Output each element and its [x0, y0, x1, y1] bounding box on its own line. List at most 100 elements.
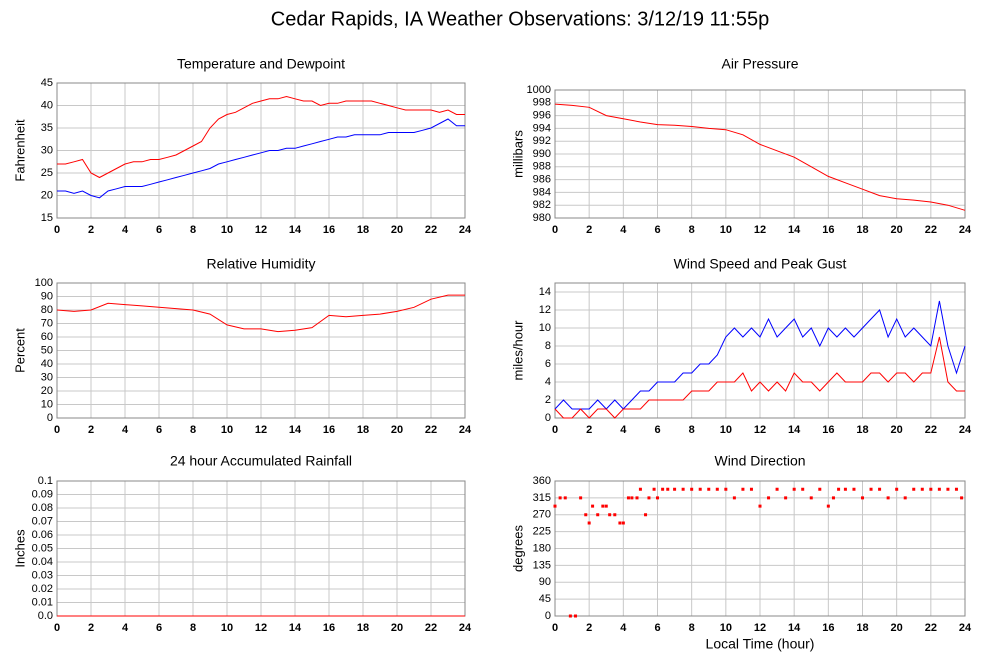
y-axis-label: Percent	[12, 328, 27, 373]
x-tick-label: 6	[654, 622, 660, 634]
x-tick-label: 10	[720, 622, 732, 634]
x-tick-label: 6	[156, 224, 162, 236]
plot-frame	[56, 82, 466, 219]
x-tick-label: 12	[255, 622, 267, 634]
data-point	[843, 487, 847, 491]
y-tick-label: 12	[539, 304, 551, 316]
data-point	[767, 496, 771, 500]
x-tick-label: 18	[357, 424, 369, 436]
y-tick-label: 30	[41, 144, 53, 156]
data-point	[784, 496, 788, 500]
x-tick-label: 12	[255, 224, 267, 236]
x-tick-label: 22	[425, 424, 437, 436]
plot-frame	[554, 89, 966, 219]
data-point	[563, 496, 567, 500]
x-tick-label: 0	[552, 622, 558, 634]
data-point	[775, 487, 779, 491]
y-tick-label: 982	[533, 199, 551, 211]
data-point	[574, 614, 577, 618]
y-tick-label: 30	[41, 371, 53, 383]
y-tick-label: 10	[41, 398, 53, 410]
y-tick-label: 40	[41, 358, 53, 370]
x-tick-label: 24	[959, 424, 972, 436]
data-point	[656, 496, 659, 500]
x-tick-label: 4	[620, 622, 627, 634]
data-line	[57, 95, 465, 179]
data-point	[792, 487, 796, 491]
x-tick-label: 24	[459, 224, 472, 236]
data-point	[553, 504, 557, 508]
plot-frame	[554, 480, 966, 617]
y-tick-label: 14	[539, 286, 551, 298]
y-tick-label: 4	[545, 376, 551, 388]
x-tick-label: 12	[754, 424, 766, 436]
data-line	[554, 336, 965, 419]
y-tick-label: 25	[41, 167, 53, 179]
data-point	[929, 487, 933, 491]
data-point	[831, 496, 835, 500]
x-tick-label: 10	[720, 424, 732, 436]
chart-panel: Relative HumidityPercent0102030405060708…	[12, 256, 472, 436]
data-point	[707, 487, 711, 491]
x-tick-label: 22	[925, 424, 937, 436]
data-point	[903, 496, 907, 500]
x-tick-label: 8	[190, 622, 196, 634]
data-point	[681, 487, 685, 491]
y-tick-label: 0.04	[32, 556, 53, 568]
x-tick-label: 8	[190, 424, 196, 436]
data-point	[809, 496, 813, 500]
data-point	[601, 504, 605, 508]
x-tick-label: 10	[221, 622, 233, 634]
y-axis-label: miles/hour	[510, 320, 525, 381]
data-point	[644, 513, 648, 517]
x-tick-label: 10	[720, 224, 732, 236]
chart-title: Air Pressure	[721, 56, 798, 72]
data-point	[630, 496, 634, 500]
data-point	[826, 504, 830, 508]
data-point	[920, 487, 924, 491]
y-tick-label: 984	[533, 186, 551, 198]
x-tick-label: 4	[122, 224, 129, 236]
x-tick-label: 6	[654, 424, 660, 436]
x-tick-label: 16	[323, 224, 335, 236]
x-tick-label: 8	[689, 224, 695, 236]
y-tick-label: 35	[41, 122, 53, 134]
x-tick-label: 20	[391, 622, 403, 634]
x-tick-label: 10	[221, 424, 233, 436]
chart-title: Wind Direction	[714, 453, 805, 469]
data-point	[591, 504, 595, 508]
y-tick-label: 988	[533, 161, 551, 173]
x-tick-label: 4	[122, 424, 129, 436]
x-tick-label: 8	[689, 424, 695, 436]
x-tick-label: 16	[323, 622, 335, 634]
x-tick-label: 20	[391, 224, 403, 236]
data-point	[579, 496, 583, 500]
y-tick-label: 225	[533, 526, 551, 538]
y-tick-label: 0.0	[38, 610, 53, 622]
y-tick-label: 0.05	[32, 542, 53, 554]
data-point	[661, 487, 665, 491]
data-point	[635, 496, 639, 500]
x-tick-label: 22	[925, 224, 937, 236]
data-point	[960, 496, 964, 500]
x-tick-label: 8	[689, 622, 695, 634]
data-point	[758, 504, 762, 508]
data-point	[732, 496, 736, 500]
y-tick-label: 135	[533, 559, 551, 571]
x-tick-label: 8	[190, 224, 196, 236]
x-tick-label: 24	[459, 622, 472, 634]
y-tick-label: 986	[533, 174, 551, 186]
y-tick-label: 60	[41, 331, 53, 343]
y-tick-label: 8	[545, 340, 551, 352]
x-tick-label: 10	[221, 224, 233, 236]
data-point	[587, 521, 591, 525]
y-tick-label: 1000	[527, 84, 551, 96]
data-line	[56, 294, 465, 333]
x-tick-label: 0	[54, 622, 60, 634]
data-point	[946, 487, 950, 491]
chart-title: Temperature and Dewpoint	[177, 56, 345, 72]
y-tick-label: 50	[41, 344, 53, 356]
y-tick-label: 0	[47, 412, 53, 424]
y-tick-label: 20	[41, 189, 53, 201]
